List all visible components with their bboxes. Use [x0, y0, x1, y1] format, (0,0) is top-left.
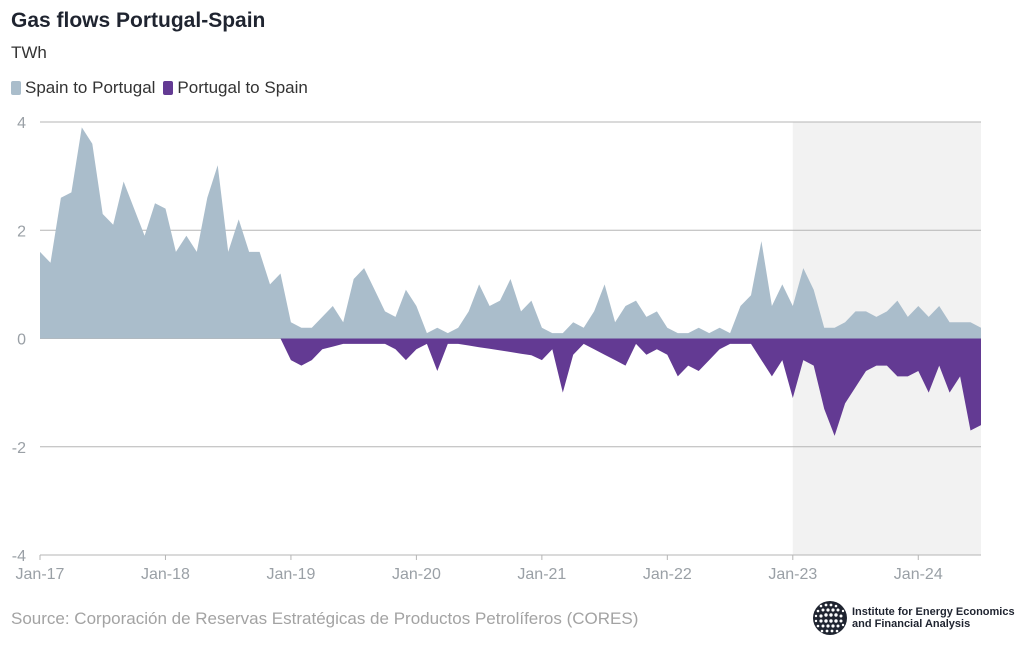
ieefa-logo: Institute for Energy Economics and Finan…: [812, 600, 1015, 636]
x-tick-label: Jan-17: [16, 566, 65, 583]
legend-item-spain-to-portugal[interactable]: Spain to Portugal: [11, 78, 155, 98]
x-tick-label: Jan-23: [768, 566, 817, 583]
y-tick-label: 2: [17, 223, 26, 240]
legend-label: Spain to Portugal: [25, 78, 156, 97]
legend-swatch: [163, 81, 174, 95]
series-area-portugal-to-spain: [40, 338, 981, 436]
y-tick-label: 4: [17, 115, 26, 132]
x-tick-label: Jan-21: [517, 566, 566, 583]
x-tick-label: Jan-22: [643, 566, 692, 583]
unit-label: TWh: [11, 43, 47, 62]
x-tick-label: Jan-24: [894, 566, 943, 583]
x-tick-label: Jan-19: [266, 566, 315, 583]
logo-line-2: and Financial Analysis: [852, 618, 971, 630]
logo-text: Institute for Energy Economics and Finan…: [852, 606, 1015, 630]
y-tick-label: 0: [17, 332, 26, 349]
legend-item-portugal-to-spain[interactable]: Portugal to Spain: [163, 78, 308, 98]
y-tick-label: -4: [12, 548, 26, 565]
globe-icon: [813, 601, 847, 635]
chart-title: Gas flows Portugal-Spain: [11, 9, 266, 32]
x-tick-label: Jan-18: [141, 566, 190, 583]
y-tick-label: -2: [12, 440, 26, 457]
logo-line-1: Institute for Energy Economics: [852, 606, 1015, 618]
legend-label: Portugal to Spain: [177, 78, 308, 97]
x-tick-label: Jan-20: [392, 566, 441, 583]
series-area-spain-to-portugal: [40, 127, 981, 339]
legend: Spain to Portugal Portugal to Spain: [11, 78, 316, 98]
legend-swatch: [11, 81, 21, 95]
source-note: Source: Corporación de Reservas Estratég…: [11, 609, 639, 628]
